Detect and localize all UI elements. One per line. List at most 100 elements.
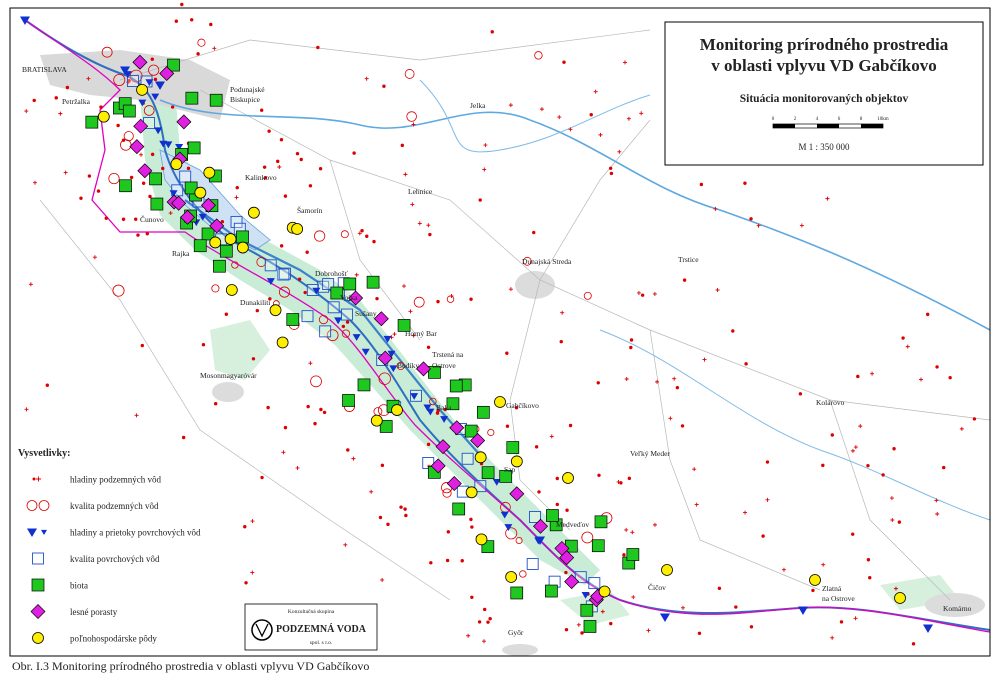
groundwater-level [341, 324, 346, 329]
groundwater-level [559, 339, 563, 344]
surface-water-level [164, 141, 173, 149]
groundwater-level [470, 525, 474, 529]
agricultural-soil [225, 284, 238, 296]
groundwater-quality [197, 38, 206, 47]
scale-bar-segment [861, 124, 883, 128]
groundwater-level [866, 558, 871, 562]
groundwater-level [490, 30, 494, 34]
groundwater-level [781, 567, 786, 572]
biota [343, 277, 357, 291]
groundwater-quality [446, 295, 455, 303]
groundwater-level [868, 576, 872, 580]
biota [119, 179, 132, 193]
groundwater-level [560, 310, 565, 315]
surface-water-quality [574, 571, 587, 584]
forest-stand [133, 118, 149, 134]
surface-water-level [169, 190, 178, 197]
legend-label: kvalita povrchových vôd [70, 554, 160, 564]
groundwater-level [369, 489, 374, 494]
groundwater-quality [256, 257, 267, 267]
biota [580, 603, 594, 617]
biota [379, 420, 393, 433]
place-label: Dobrohošť [315, 269, 349, 278]
groundwater-level [652, 522, 657, 527]
surface-water-level [27, 528, 37, 537]
place-label: Kolárovo [816, 398, 845, 407]
surface-water-level [20, 16, 30, 25]
groundwater-level [250, 570, 255, 575]
scale-text: M 1 : 350 000 [798, 142, 850, 152]
groundwater-level [322, 410, 327, 415]
forest-stand [132, 54, 148, 70]
groundwater-level [408, 309, 413, 314]
groundwater-level [250, 519, 255, 524]
groundwater-level [761, 534, 765, 538]
biota [594, 515, 608, 529]
groundwater-level [36, 476, 41, 482]
groundwater-quality [534, 51, 543, 60]
groundwater-level [145, 232, 149, 236]
place-label: Kalinkovo [245, 173, 277, 182]
groundwater-level [557, 115, 562, 120]
biota [330, 286, 344, 300]
groundwater-level [380, 463, 385, 468]
place-label: Medveďov [556, 520, 589, 529]
groundwater-level [853, 445, 858, 450]
groundwater-level [892, 447, 896, 451]
groundwater-level [668, 416, 673, 421]
agricultural-soil [203, 166, 216, 179]
groundwater-level [580, 631, 584, 635]
place-label: Rajka [172, 249, 190, 258]
groundwater-level [562, 60, 566, 64]
groundwater-level [743, 510, 748, 515]
groundwater-level [411, 122, 416, 127]
groundwater-level [318, 167, 323, 171]
agricultural-soil [247, 206, 260, 219]
groundwater-level [918, 377, 923, 382]
groundwater-level [576, 622, 581, 627]
groundwater-level [555, 476, 559, 481]
groundwater-level [477, 620, 482, 624]
groundwater-level [251, 357, 256, 361]
groundwater-level [672, 376, 677, 381]
road [39, 199, 451, 601]
map-frame [9, 7, 991, 657]
groundwater-level [482, 639, 487, 644]
groundwater-level [375, 296, 379, 301]
surface-water-quality [529, 511, 541, 523]
surface-water-level [410, 393, 419, 400]
groundwater-level [268, 297, 272, 301]
groundwater-level [360, 229, 364, 233]
surface-water-level [423, 404, 432, 412]
groundwater-level [629, 338, 634, 342]
groundwater-level [636, 290, 641, 295]
agricultural-soil [370, 414, 383, 427]
place-label: Ostrove [432, 361, 456, 370]
agricultural-soil [276, 336, 289, 349]
surface-water-level [154, 127, 163, 135]
groundwater-quality [101, 46, 113, 58]
biota [149, 172, 162, 186]
groundwater-level [65, 85, 70, 90]
road [329, 159, 421, 341]
groundwater-level [482, 607, 487, 612]
groundwater-level [343, 542, 348, 547]
agricultural-soil [562, 472, 574, 484]
groundwater-level [426, 345, 431, 349]
groundwater-quality [314, 230, 326, 242]
groundwater-level [279, 244, 284, 248]
groundwater-level [436, 299, 440, 304]
groundwater-level [403, 507, 407, 511]
groundwater-level [186, 166, 191, 171]
forest-stand [509, 486, 525, 502]
groundwater-quality [519, 570, 527, 578]
groundwater-level [277, 165, 282, 170]
groundwater-level [756, 223, 761, 228]
legend-label: biota [70, 581, 88, 591]
groundwater-quality [487, 428, 495, 437]
groundwater-level [45, 383, 50, 387]
groundwater-level [429, 561, 433, 565]
surface-water-level [923, 624, 933, 633]
groundwater-level [345, 320, 350, 324]
